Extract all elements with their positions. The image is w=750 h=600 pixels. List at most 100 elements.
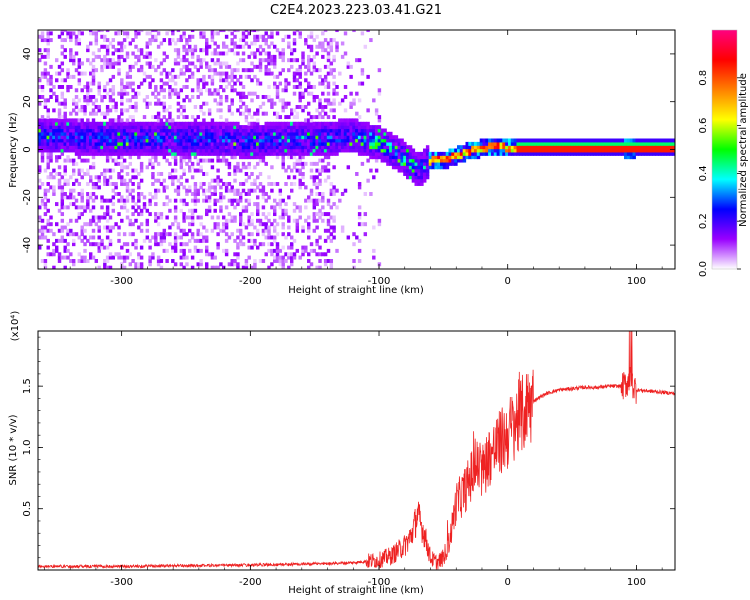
heatmap-cell	[312, 141, 317, 146]
heatmap-cell	[592, 138, 597, 143]
heatmap-cell	[448, 151, 452, 156]
heatmap-cell	[190, 115, 195, 120]
heatmap-cell	[366, 128, 370, 133]
heatmap-cell	[137, 141, 141, 146]
heatmap-cell	[239, 215, 243, 220]
heatmap-cell	[105, 58, 110, 63]
heatmap-cell	[343, 141, 348, 146]
heatmap-cell	[233, 74, 237, 79]
heatmap-cell	[315, 51, 319, 56]
heatmap-cell	[49, 128, 53, 133]
heatmap-cell	[97, 151, 101, 156]
heatmap-cell	[159, 41, 164, 46]
heatmap-cell	[182, 212, 186, 217]
heatmap-cell	[168, 135, 172, 140]
heatmap-cell	[219, 115, 223, 120]
heatmap-cell	[335, 125, 339, 130]
heatmap-cell	[205, 131, 209, 136]
heatmap-cell	[72, 98, 76, 103]
heatmap-cell	[349, 105, 353, 109]
heatmap-cell	[168, 38, 172, 43]
heatmap-cell	[89, 145, 93, 150]
heatmap-cell	[77, 131, 82, 136]
heatmap-cell	[40, 131, 45, 136]
heatmap-cell	[196, 148, 200, 153]
heatmap-cell	[49, 158, 53, 163]
heatmap-cell	[80, 61, 84, 66]
heatmap-cell	[91, 121, 96, 126]
heatmap-cell	[120, 155, 124, 160]
heatmap-cell	[267, 265, 271, 269]
heatmap-cell	[40, 145, 45, 150]
heatmap-cell	[193, 125, 198, 130]
heatmap-cell	[196, 158, 200, 163]
heatmap-cell	[408, 151, 413, 156]
heatmap-cell	[315, 148, 319, 153]
heatmap-cell	[80, 232, 84, 237]
heatmap-cell	[77, 31, 82, 36]
heatmap-cell	[400, 158, 404, 163]
heatmap-cell	[275, 131, 280, 136]
heatmap-cell	[176, 48, 181, 53]
heatmap-cell	[66, 141, 70, 146]
heatmap-cell	[290, 168, 294, 173]
heatmap-cell	[185, 145, 189, 150]
heatmap-cell	[196, 138, 200, 143]
heatmap-cell	[233, 205, 237, 210]
heatmap-cell	[57, 128, 62, 133]
heatmap-cell	[655, 151, 659, 156]
heatmap-cell	[108, 255, 113, 260]
heatmap-cell	[111, 158, 116, 163]
heatmap-cell	[349, 74, 353, 79]
heatmap-cell	[267, 131, 271, 136]
heatmap-cell	[139, 145, 144, 150]
heatmap-cell	[103, 141, 107, 146]
heatmap-cell	[346, 121, 351, 126]
heatmap-cell	[227, 108, 232, 113]
heatmap-cell	[357, 148, 362, 153]
heatmap-cell	[253, 165, 257, 170]
heatmap-cell	[366, 135, 370, 140]
heatmap-cell	[533, 148, 537, 153]
heatmap-cell	[462, 151, 467, 156]
heatmap-cell	[162, 58, 167, 63]
heatmap-cell	[578, 151, 583, 156]
heatmap-cell	[89, 30, 93, 33]
heatmap-cell	[103, 54, 107, 59]
heatmap-cell	[298, 185, 302, 190]
heatmap-cell	[290, 188, 294, 193]
heatmap-cell	[224, 121, 229, 126]
heatmap-cell	[83, 111, 87, 116]
heatmap-cell	[440, 151, 444, 156]
heatmap-cell	[69, 232, 73, 237]
heatmap-cell	[134, 145, 138, 150]
heatmap-cell	[270, 138, 274, 143]
heatmap-cell	[205, 121, 209, 126]
heatmap-cell	[539, 138, 543, 143]
heatmap-cell	[74, 198, 79, 203]
heatmap-cell	[261, 141, 266, 146]
heatmap-cell	[142, 202, 147, 207]
heatmap-cell	[666, 148, 670, 153]
heatmap-cell	[125, 118, 130, 123]
heatmap-cell	[326, 81, 331, 86]
heatmap-cell	[284, 101, 288, 106]
heatmap-cell	[168, 115, 172, 120]
heatmap-cell	[114, 161, 118, 166]
heatmap-cell	[284, 131, 288, 136]
heatmap-cell	[142, 205, 147, 210]
heatmap-cell	[168, 242, 172, 247]
heatmap-cell	[171, 248, 175, 253]
heatmap-cell	[193, 151, 198, 156]
heatmap-cell	[159, 128, 164, 133]
heatmap-cell	[230, 125, 234, 130]
heatmap-cell	[301, 175, 305, 180]
heatmap-cell	[49, 148, 53, 153]
heatmap-cell	[134, 44, 138, 49]
heatmap-cell	[273, 235, 277, 240]
heatmap-cell	[176, 54, 181, 59]
heatmap-cell	[105, 148, 110, 153]
heatmap-cell	[241, 34, 246, 39]
heatmap-cell	[156, 242, 161, 247]
heatmap-cell	[250, 245, 254, 250]
